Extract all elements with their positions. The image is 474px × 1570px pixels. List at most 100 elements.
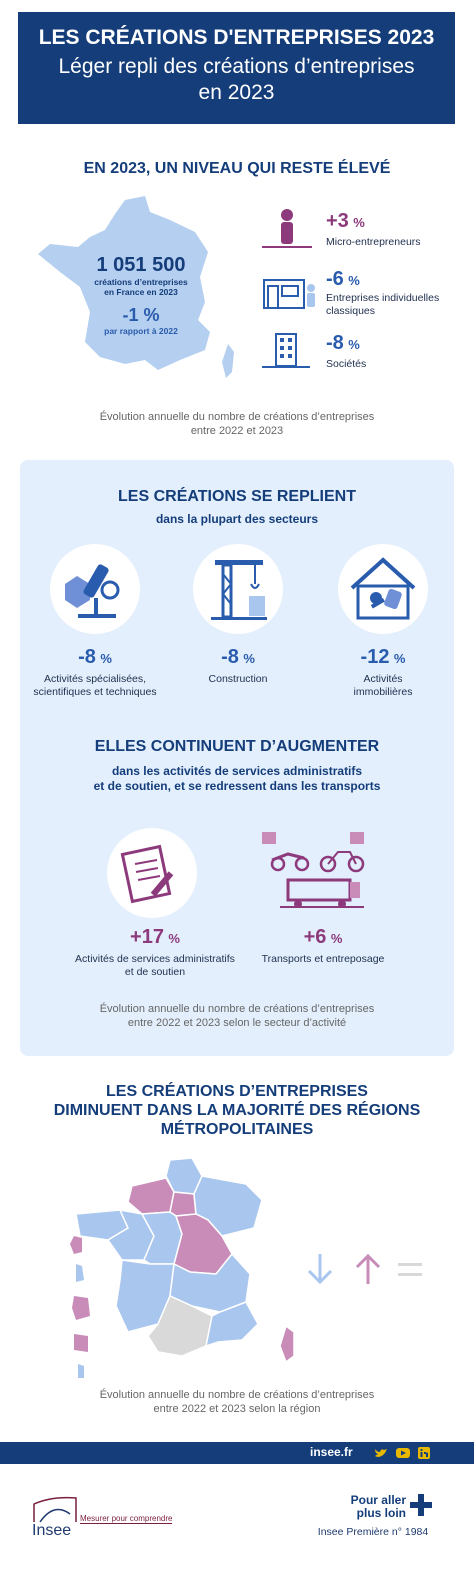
header-banner: LES CRÉATIONS D'ENTREPRISES 2023 Léger r… [18,12,455,124]
document-circle [107,828,197,918]
sector-construction: -8 % Construction [168,646,308,686]
arrow-up-icon [355,1253,381,1284]
crane-circle [193,544,283,634]
publication-ref[interactable]: Insee Première n° 1984 [317,1526,429,1538]
societes-value: -8 [326,332,344,354]
more-info-line2: plus loin [356,1506,406,1520]
section1-title: EN 2023, UN NIVEAU QUI RESTE ÉLEVÉ [83,160,391,177]
region-corse [279,1324,295,1364]
total-value: 1 051 500 [96,254,186,276]
region-guadeloupe [70,1236,82,1254]
section3-caption-line2: entre 2022 et 2023 selon le secteur d’ac… [127,1017,347,1029]
section3-caption: Évolution annuelle du nombre de création… [0,1002,474,1030]
total-label-line1: créations d’entreprises [94,277,188,287]
item-micro: +3 % Micro-entrepreneurs [262,206,462,256]
linkedin-icon[interactable] [418,1447,430,1459]
admin-label: Activités de services administratifs et … [60,953,250,979]
insee-logo-mark [33,1496,77,1523]
section1-caption-line1: Évolution annuelle du nombre de création… [99,411,375,423]
sector-specialized: -8 % Activités spécialisées, scientifiqu… [20,646,170,699]
total-block: 1 051 500 créations d’entreprises en Fra… [80,254,202,336]
house-keys-icon [350,557,416,620]
region-reunion [74,1334,88,1352]
twitter-icon[interactable] [374,1447,388,1459]
transport-icon [262,832,365,908]
realestate-label-line2: immobilières [353,686,413,698]
societes-label: Sociétés [326,358,367,370]
admin-label-line2: et de soutien [124,966,186,978]
realestate-label: Activités immobilières [318,673,448,699]
section2-subtitle: dans la plupart des secteurs [155,512,319,526]
region-guyane [72,1296,90,1320]
specialized-unit: % [100,651,112,666]
specialized-label-line2: scientifiques et techniques [33,686,157,698]
ei-unit: % [348,273,360,288]
realestate-unit: % [393,651,406,666]
section2-title: LES CRÉATIONS SE REPLIENT [118,488,356,505]
france-map [38,196,234,378]
person-icon [262,209,312,248]
site-link[interactable]: insee.fr [310,1445,353,1459]
sector-realestate: -12 % Activités immobilières [318,646,448,699]
insee-logo-text: Insee [32,1522,72,1539]
ei-label: Entreprises individuelles classiques [326,292,440,317]
admin-unit: % [168,931,180,946]
item-ei: -6 % Entreprises individuelles classique… [262,264,462,324]
region-ile-de-france [169,1191,197,1217]
total-label-line2: en France en 2023 [104,287,178,297]
micro-label: Micro-entrepreneurs [326,236,421,248]
region-martinique [76,1264,84,1282]
section4-title-line2: DIMINUENT DANS LA MAJORITÉ DES RÉGIONS [53,1102,421,1119]
specialized-label: Activités spécialisées, scientifiques et… [20,673,170,699]
more-info[interactable]: Pour aller plus loin [340,1494,406,1520]
societes-unit: % [348,337,360,352]
micro-value: +3 [326,210,349,232]
total-change: -1 % [122,305,160,325]
section3-subtitle-line1: dans les activités de services administr… [111,764,363,778]
section3-title: ELLES CONTINUENT D’AUGMENTER [94,738,380,755]
ei-value: -6 [326,268,344,290]
plus-icon[interactable] [410,1494,432,1516]
specialized-label-line1: Activités spécialisées, [43,673,147,685]
construction-unit: % [243,651,255,666]
section4-caption-line1: Évolution annuelle du nombre de création… [99,1389,375,1401]
section3-subtitle-line2: et de soutien, et se redressent dans les… [93,779,381,793]
specialized-value: -8 [78,646,96,668]
sector-transport: +6 % Transports et entreposage [248,926,398,966]
construction-value: -8 [221,646,239,668]
region-normandie [127,1177,175,1215]
building-icon [262,333,310,368]
item-societes: -8 % Sociétés [262,332,462,372]
admin-label-line1: Activités de services administratifs [75,953,235,965]
section4-title-line3: MÉTROPOLITAINES [160,1121,314,1138]
page-subtitle: Léger repli des créations d’entreprises … [18,54,455,106]
more-info-line1: Pour aller [350,1493,406,1507]
realestate-value: -12 [360,646,390,668]
equal-icon [398,1263,422,1276]
overseas-regions [70,1236,90,1378]
france-shape [38,196,210,370]
insee-tagline: Mesurer pour comprendre [80,1514,173,1524]
transport-unit: % [330,931,343,946]
page-title: LES CRÉATIONS D'ENTREPRISES 2023 [38,26,435,49]
total-label: créations d’entreprises en France en 202… [80,277,202,297]
region-mayotte [78,1364,84,1378]
subtitle-line2: en 2023 [198,81,275,104]
admin-value: +17 [130,926,164,948]
section4-title-line1: LES CRÉATIONS D’ENTREPRISES [106,1083,368,1100]
transport-value: +6 [303,926,327,948]
subtitle-line1: Léger repli des créations d’entreprises [58,55,415,78]
section3-subtitle: dans les activités de services administr… [0,764,474,794]
section1-caption: Évolution annuelle du nombre de création… [0,410,474,438]
shop-icon [263,279,315,309]
realestate-label-line1: Activités [363,673,403,685]
microscope-icon [65,564,120,618]
crane-icon [211,560,267,620]
region-paca [205,1301,259,1348]
regions-map [75,1157,295,1364]
sector-admin: +17 % Activités de services administrati… [60,926,250,979]
section1-caption-line2: entre 2022 et 2023 [190,425,284,437]
youtube-icon[interactable] [396,1447,410,1459]
document-pen-icon [120,844,174,904]
corsica-shape [222,344,234,378]
